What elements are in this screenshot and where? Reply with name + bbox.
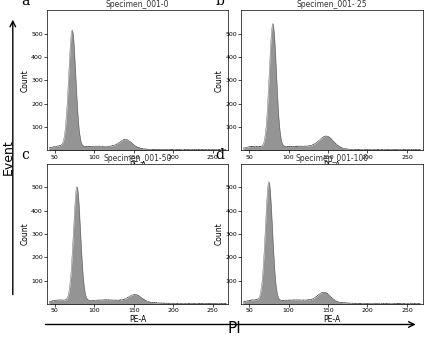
X-axis label: PE-A: PE-A: [129, 161, 146, 170]
Title: Specimen_001-0: Specimen_001-0: [106, 0, 169, 9]
Text: d: d: [215, 148, 224, 162]
Title: Specimen_001-·25: Specimen_001-·25: [296, 0, 366, 9]
Y-axis label: Count: Count: [214, 69, 223, 92]
X-axis label: PE-A: PE-A: [129, 315, 146, 324]
Text: PI: PI: [227, 321, 241, 336]
Y-axis label: Count: Count: [20, 223, 29, 245]
X-axis label: PE-A: PE-A: [322, 161, 340, 170]
Text: (x 1,000): (x 1,000): [397, 190, 422, 195]
X-axis label: PE-A: PE-A: [322, 315, 340, 324]
Y-axis label: Count: Count: [214, 223, 223, 245]
Title: Specimen_001-50: Specimen_001-50: [103, 154, 172, 163]
Text: c: c: [21, 148, 29, 162]
Y-axis label: Count: Count: [20, 69, 29, 92]
Text: Event: Event: [2, 139, 15, 175]
Text: b: b: [215, 0, 224, 8]
Text: (x 1,000): (x 1,000): [203, 190, 228, 195]
Title: Specimen_001-100: Specimen_001-100: [295, 154, 368, 163]
Text: a: a: [21, 0, 30, 8]
